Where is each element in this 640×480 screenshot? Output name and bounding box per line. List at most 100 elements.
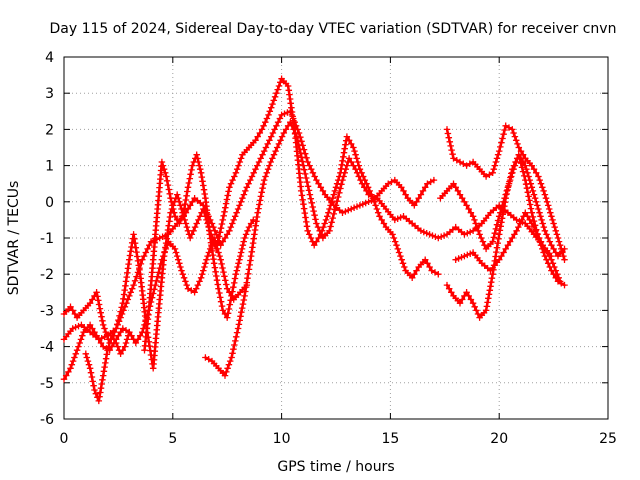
data-point [507, 211, 515, 219]
data-point [499, 135, 506, 142]
data-point [333, 197, 341, 205]
data-point [548, 241, 555, 249]
data-point [241, 292, 248, 300]
data-point [232, 169, 240, 177]
data-point [110, 336, 118, 343]
y-tick-label: 1 [45, 159, 54, 175]
data-point [463, 289, 470, 296]
data-point [528, 162, 536, 169]
data-point [306, 231, 313, 238]
data-point [471, 216, 478, 224]
data-point [278, 133, 286, 140]
data-point [550, 245, 557, 253]
data-point [96, 393, 103, 400]
data-point [121, 303, 129, 311]
data-point [124, 269, 131, 277]
data-point [498, 219, 505, 226]
data-point [546, 263, 554, 271]
data-point [398, 256, 405, 263]
data-point [267, 158, 274, 166]
data-point [240, 238, 247, 245]
data-point [234, 325, 242, 332]
data-point [254, 133, 261, 140]
data-point [102, 359, 109, 367]
data-point [548, 252, 555, 260]
data-point [445, 285, 453, 292]
data-point [97, 384, 105, 392]
data-point [117, 350, 124, 358]
data-point [493, 248, 500, 256]
data-point [255, 158, 263, 166]
data-point [554, 234, 562, 242]
data-point [239, 241, 247, 249]
data-point [336, 189, 343, 196]
data-point [253, 213, 261, 221]
data-point [490, 206, 497, 214]
data-point [244, 270, 252, 278]
data-point [529, 187, 537, 195]
data-point [509, 165, 516, 173]
data-point [94, 293, 101, 300]
data-point [431, 269, 439, 276]
data-point [263, 115, 271, 122]
data-point [181, 205, 188, 212]
data-point [510, 162, 518, 169]
data-point [269, 129, 277, 137]
data-point [217, 298, 225, 305]
data-point [328, 219, 335, 226]
data-point [463, 202, 470, 209]
data-point [443, 281, 451, 289]
data-point [361, 184, 368, 191]
data-point [540, 187, 547, 195]
data-point [196, 278, 203, 285]
data-point [301, 170, 309, 178]
data-point [202, 354, 209, 361]
series-track-f [141, 151, 257, 354]
data-point [237, 198, 245, 206]
data-point [88, 373, 96, 381]
data-point [122, 339, 130, 347]
data-point [186, 175, 194, 182]
data-point [173, 252, 181, 260]
data-point [504, 241, 512, 249]
data-point [487, 209, 494, 216]
data-point [182, 220, 190, 227]
data-point [112, 339, 120, 347]
data-point [252, 222, 259, 229]
data-point [271, 93, 279, 101]
data-point [544, 202, 552, 209]
data-point [532, 227, 540, 235]
data-point [221, 273, 228, 280]
data-point [341, 169, 348, 177]
data-point [174, 194, 182, 202]
data-point [126, 252, 134, 259]
data-point [340, 173, 347, 180]
data-point [77, 336, 85, 343]
data-point [417, 191, 425, 198]
data-point [188, 287, 195, 294]
data-point [192, 285, 200, 292]
data-point [389, 231, 396, 238]
data-point [79, 332, 86, 339]
data-point [95, 297, 102, 304]
data-point [117, 328, 124, 336]
data-point [501, 126, 508, 134]
data-point [492, 158, 500, 166]
data-point [449, 226, 457, 233]
data-point [163, 177, 171, 185]
data-point [69, 357, 77, 365]
data-point [133, 248, 140, 256]
data-point [89, 296, 96, 303]
data-point [421, 184, 429, 191]
data-point [133, 273, 140, 280]
data-point [242, 187, 249, 195]
data-point [299, 158, 306, 165]
data-point [120, 295, 127, 303]
data-point [496, 227, 504, 234]
data-point [363, 187, 370, 195]
data-point [236, 317, 243, 324]
data-point [91, 386, 98, 394]
data-point [71, 310, 79, 318]
data-point [117, 314, 124, 321]
data-point [131, 277, 139, 285]
